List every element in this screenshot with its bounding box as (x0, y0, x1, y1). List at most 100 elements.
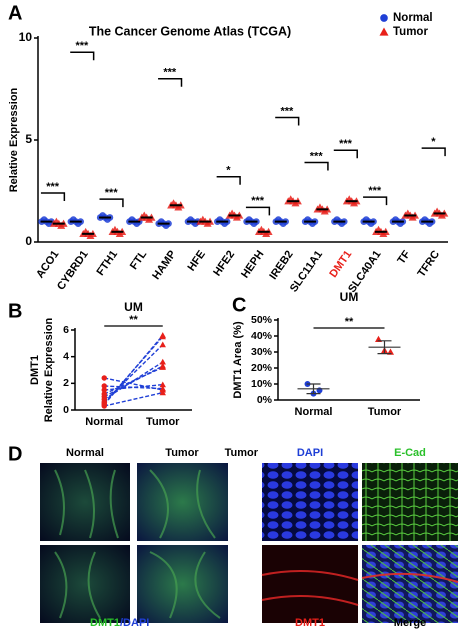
legend-marker (379, 27, 389, 36)
image (362, 463, 458, 541)
column-label: E-Cad (394, 447, 426, 459)
x-tick-label: Normal (295, 406, 333, 418)
chart-title: The Cancer Genome Atlas (TCGA) (89, 24, 291, 38)
significance-label: * (226, 165, 231, 177)
caption: DMT1 (295, 617, 325, 629)
marker (101, 387, 107, 393)
marker (101, 403, 107, 409)
significance-label: ** (129, 314, 138, 326)
x-tick-label: DMT1 (327, 249, 354, 280)
column-label: Tumor (165, 447, 199, 459)
y-tick-label: 0% (257, 394, 273, 406)
significance-label: *** (105, 187, 119, 199)
y-tick-label: 0 (63, 404, 69, 416)
image (262, 463, 358, 541)
x-tick-label: ACO1 (34, 249, 61, 281)
y-axis-label: DMT1 Area (%) (232, 321, 244, 399)
x-tick-label: FTL (128, 248, 150, 272)
y-axis-label: DMT1 (29, 355, 41, 385)
significance-bracket (70, 51, 95, 61)
significance-bracket (304, 161, 329, 171)
significance-bracket (99, 198, 124, 208)
panel-label: B (8, 300, 22, 322)
chart-title: UM (124, 300, 143, 314)
significance-label: ** (345, 316, 354, 328)
x-tick-label: HFE (185, 249, 207, 274)
x-tick-label: Normal (85, 416, 123, 428)
significance-bracket (333, 149, 358, 159)
image (40, 463, 130, 541)
caption: DMT1 (90, 617, 120, 629)
y-tick-label: 5 (25, 132, 32, 146)
significance-bracket (421, 147, 446, 157)
significance-label: *** (46, 181, 60, 193)
marker (159, 358, 166, 365)
marker (159, 333, 166, 340)
significance-bracket (245, 206, 271, 216)
legend-label: Normal (393, 12, 433, 24)
significance-bracket (216, 175, 241, 185)
marker (101, 391, 107, 397)
significance-bracket (363, 196, 388, 206)
error-bar (377, 340, 392, 355)
pair-line (103, 366, 164, 395)
y-tick-label: 0 (25, 234, 32, 248)
significance-label: *** (163, 67, 177, 79)
y-tick-label: 30% (251, 346, 273, 358)
significance-label: *** (251, 195, 265, 207)
y-tick-label: 4 (63, 350, 69, 362)
column-label: DAPI (297, 447, 323, 459)
significance-bracket (275, 116, 300, 126)
micrographs (40, 463, 459, 623)
image (262, 545, 358, 623)
significance-bracket (40, 192, 66, 202)
image (137, 463, 228, 541)
x-tick-label: IREB2 (267, 249, 295, 282)
significance-label: *** (339, 138, 353, 150)
x-tick-label: HEPH (239, 248, 266, 280)
marker (159, 341, 166, 348)
pair-line (103, 361, 164, 400)
x-tick-label: HFE2 (211, 249, 237, 279)
error-bar (306, 383, 321, 395)
x-tick-label: HAMP (150, 249, 178, 282)
panel-label: C (232, 294, 246, 316)
y-tick-label: 40% (251, 330, 273, 342)
y-tick-label: 50% (251, 314, 273, 326)
y-tick-label: 10% (251, 378, 273, 390)
legend-label: Tumor (393, 26, 428, 38)
x-tick-label: FTH1 (94, 249, 120, 278)
marker (101, 383, 107, 389)
caption: /DAPI (120, 617, 149, 629)
significance-label: * (431, 136, 436, 148)
significance-label: *** (281, 105, 295, 117)
y-tick-label: 6 (63, 324, 69, 336)
marker (159, 389, 166, 396)
image (137, 545, 228, 623)
y-tick-label: 20% (251, 362, 273, 374)
y-axis-label: Relative Expression (43, 317, 55, 422)
x-tick-label: Tumor (146, 416, 180, 428)
significance-label: *** (76, 40, 90, 52)
significance-label: *** (368, 185, 382, 197)
x-tick-label: TFRC (416, 248, 443, 279)
column-label: Normal (66, 447, 104, 459)
pair-line (104, 377, 163, 391)
legend-marker (380, 14, 388, 22)
panel-label: D (8, 443, 22, 465)
pair-line (104, 383, 163, 391)
x-tick-label: TF (395, 248, 413, 266)
y-tick-label: 10 (19, 30, 33, 44)
marker (159, 364, 166, 370)
panel-label: A (8, 2, 22, 24)
y-axis-label: Relative Expression (8, 87, 20, 192)
y-tick-label: 2 (63, 377, 69, 389)
image (40, 545, 130, 623)
pair-line (104, 391, 163, 407)
marker (159, 381, 166, 388)
significance-bracket (158, 78, 183, 87)
chart-title: UM (340, 290, 359, 304)
image (362, 545, 458, 623)
marker (101, 375, 107, 381)
